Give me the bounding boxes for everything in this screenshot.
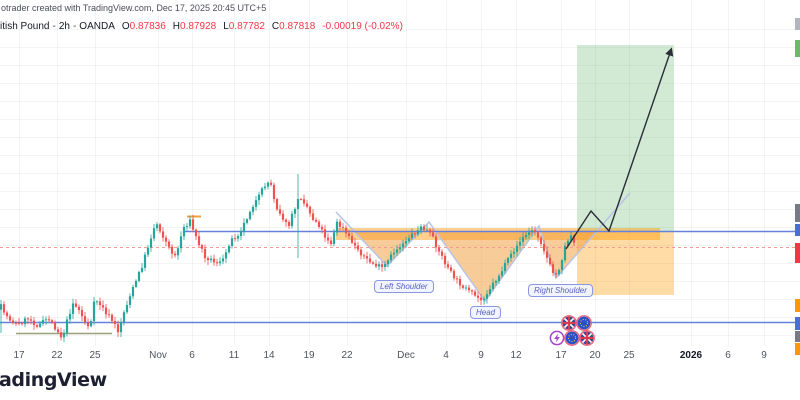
uk-flag-icon[interactable] bbox=[579, 330, 595, 346]
low-value: 0.87782 bbox=[228, 21, 265, 32]
time-axis-label: 9 bbox=[761, 350, 767, 361]
time-axis-label: 25 bbox=[623, 350, 635, 361]
close-value: 0.87818 bbox=[279, 21, 316, 32]
time-axis-label: 12 bbox=[510, 350, 522, 361]
time-axis-label: 17 bbox=[13, 350, 25, 361]
time-axis-label: 22 bbox=[51, 350, 63, 361]
target-zone-green bbox=[577, 45, 674, 231]
head-and-shoulders-outline bbox=[335, 192, 631, 303]
time-axis-label: 20 bbox=[589, 350, 601, 361]
interval-label[interactable]: 2h bbox=[58, 21, 70, 32]
time-axis-label: Nov bbox=[149, 350, 167, 361]
high-value: 0.87928 bbox=[180, 21, 217, 32]
candlestick-series bbox=[0, 174, 576, 343]
price-label-sliver bbox=[795, 331, 800, 342]
legend-separator: - bbox=[72, 21, 77, 32]
pattern-fill bbox=[541, 231, 597, 278]
time-axis-label: 14 bbox=[263, 350, 275, 361]
entry-zone-orange bbox=[577, 231, 674, 295]
left-shoulder-label[interactable]: Left Shoulder bbox=[374, 280, 434, 293]
chart-attribution: otrader created with TradingView.com, De… bbox=[1, 3, 267, 13]
time-axis-label: 25 bbox=[89, 350, 101, 361]
time-axis-label: 4 bbox=[443, 350, 449, 361]
price-label-sliver bbox=[795, 243, 800, 263]
eu-flag-icon[interactable] bbox=[576, 315, 592, 331]
time-axis-label: 11 bbox=[228, 350, 240, 361]
grid-lines bbox=[0, 0, 800, 346]
symbol-legend[interactable]: itish Pound -2h - OANDA O0.87836 H0.87928 L0.8… bbox=[0, 21, 403, 32]
uk-flag-icon[interactable] bbox=[561, 315, 577, 331]
open-value: 0.87836 bbox=[129, 21, 166, 32]
tradingview-watermark: adingView bbox=[0, 369, 107, 391]
time-axis-label: 2026 bbox=[679, 350, 703, 361]
event-icons bbox=[549, 315, 595, 346]
pattern-fill bbox=[435, 231, 535, 301]
legend-separator: - bbox=[52, 21, 56, 32]
time-axis-label: 6 bbox=[725, 350, 731, 361]
time-axis-label: Dec bbox=[397, 350, 415, 361]
time-axis[interactable]: 17 22 25 Nov 6 11 14 19 22 Dec 4 9 12 17 20 25 2026 6 9 bbox=[0, 346, 800, 364]
time-axis-label: 9 bbox=[478, 350, 484, 361]
price-label-sliver bbox=[795, 204, 800, 222]
projection-arrow bbox=[565, 47, 674, 250]
time-axis-label: 22 bbox=[341, 350, 353, 361]
price-label-sliver bbox=[795, 299, 800, 312]
price-label-sliver bbox=[795, 18, 800, 30]
time-axis-label: 19 bbox=[303, 350, 315, 361]
price-label-sliver bbox=[795, 40, 800, 57]
lightning-icon[interactable] bbox=[549, 330, 565, 346]
price-label-sliver bbox=[795, 317, 800, 330]
exchange-label: OANDA bbox=[79, 21, 115, 32]
right-shoulder-label[interactable]: Right Shoulder bbox=[528, 284, 593, 297]
pattern-fill bbox=[354, 231, 420, 266]
change-value: -0.00019 (-0.02%) bbox=[322, 21, 403, 32]
time-axis-label: 6 bbox=[189, 350, 195, 361]
price-label-sliver bbox=[795, 343, 800, 355]
open-label: O bbox=[121, 21, 130, 32]
time-axis-label: 17 bbox=[555, 350, 567, 361]
close-label: C bbox=[271, 21, 280, 32]
eu-flag-icon[interactable] bbox=[564, 330, 580, 346]
price-label-sliver bbox=[795, 224, 800, 236]
head-label[interactable]: Head bbox=[470, 306, 502, 319]
high-label: H bbox=[172, 21, 181, 32]
low-label: L bbox=[223, 21, 229, 32]
symbol-name[interactable]: itish Pound bbox=[0, 21, 50, 32]
